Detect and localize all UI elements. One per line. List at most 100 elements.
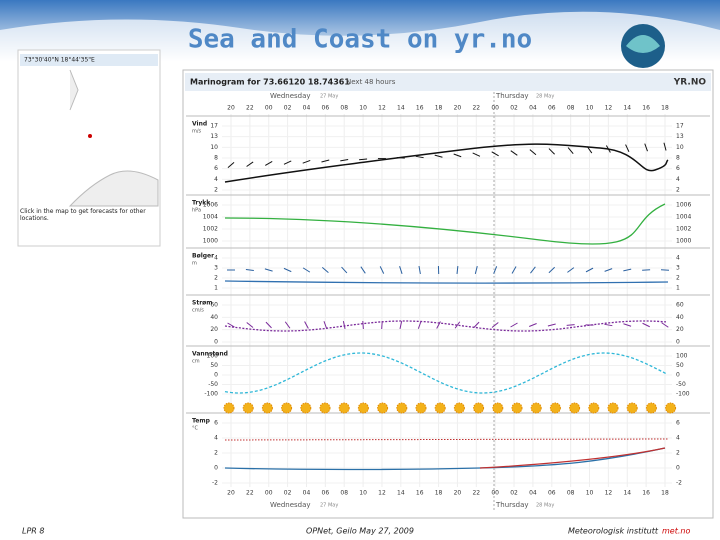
arrow [474, 265, 478, 275]
y-tick-label: 4 [214, 435, 218, 442]
y-tick-label: 1004 [676, 214, 691, 221]
hour-label: 22 [472, 105, 480, 112]
arrow [264, 268, 273, 272]
arrow [642, 322, 650, 328]
hour-label: 02 [510, 105, 518, 112]
y-tick-label: 40 [210, 314, 218, 321]
y-tick-label: -100 [204, 391, 218, 398]
y-tick-label: 40 [676, 314, 684, 321]
arrow [453, 153, 462, 158]
arrow [567, 267, 575, 273]
arrow [511, 266, 517, 274]
panel-label: Vind [192, 121, 207, 128]
y-tick-label: 0 [676, 339, 680, 346]
y-tick-label: 1002 [203, 226, 218, 233]
map-land [68, 69, 159, 207]
hour-label: 00 [491, 105, 499, 112]
y-tick-label: 1000 [203, 238, 218, 245]
arrow [604, 268, 613, 272]
hour-label: 10 [359, 490, 367, 497]
y-tick-label: 2 [214, 187, 218, 194]
sun-icon [511, 402, 523, 414]
y-tick-label: 0 [214, 339, 218, 346]
y-tick-label: 4 [676, 255, 680, 262]
arrow [283, 160, 292, 165]
sun-icon [281, 402, 293, 414]
sun-icon [319, 402, 331, 414]
arrow [663, 142, 667, 151]
hour-label: 12 [378, 105, 386, 112]
sun-icon [261, 402, 273, 414]
arrow [379, 266, 385, 274]
hour-label: 20 [227, 105, 235, 112]
hour-label: 08 [340, 105, 348, 112]
hour-label: 02 [510, 490, 518, 497]
arrow [246, 322, 254, 328]
marinogram [182, 69, 714, 519]
hour-label: 06 [322, 105, 330, 112]
y-tick-label: -50 [676, 381, 686, 388]
y-tick-label: 4 [676, 435, 680, 442]
location-dot [88, 134, 92, 138]
hour-label: 16 [416, 490, 424, 497]
y-tick-label: 2 [676, 450, 680, 457]
y-tick-label: 10 [210, 144, 218, 151]
arrow [491, 151, 499, 157]
arrow [529, 149, 537, 156]
hour-label: 08 [567, 490, 575, 497]
sun-icon [569, 402, 581, 414]
sun-icon [415, 402, 427, 414]
hour-label: 08 [340, 490, 348, 497]
y-tick-label: 1004 [203, 214, 218, 221]
arrow [623, 268, 632, 272]
sun-icon [242, 402, 254, 414]
arrow [359, 158, 368, 161]
day-date: 27 May [320, 503, 338, 509]
panel-label: Vannstand [192, 351, 228, 358]
arrow [604, 323, 613, 327]
arrow [399, 320, 403, 330]
day-label: Wednesday [270, 92, 311, 100]
arrow [567, 147, 574, 154]
arrow [340, 159, 349, 162]
hour-label: 22 [246, 105, 254, 112]
hour-label: 20 [227, 490, 235, 497]
logo-shape [626, 35, 660, 53]
sun-icon [453, 402, 465, 414]
arrow [566, 324, 575, 326]
panel-unit: m/s [192, 129, 202, 135]
panel-label: Bølger [192, 253, 214, 260]
panel-unit: °C [192, 426, 199, 432]
y-tick-label: 17 [676, 123, 684, 130]
footer-center: OPNet, Geilo May 27, 2009 [306, 527, 414, 536]
arrow [302, 267, 311, 273]
arrow [417, 321, 422, 329]
arrow [302, 159, 311, 164]
sun-icon [223, 402, 235, 414]
pressure-curve [224, 203, 666, 245]
water-curve [224, 352, 667, 394]
coord-bar [20, 54, 158, 66]
arrow [473, 321, 480, 329]
sun-icon [645, 402, 657, 414]
hour-label: 18 [661, 490, 669, 497]
y-tick-label: 6 [676, 165, 680, 172]
day-date: 28 May [536, 94, 554, 100]
y-tick-label: 1006 [676, 202, 691, 209]
hour-label: 14 [397, 490, 405, 497]
hour-label: 20 [454, 490, 462, 497]
hour-label: 12 [605, 105, 613, 112]
sun-icon [626, 402, 638, 414]
y-tick-label: 4 [676, 176, 680, 183]
arrow [625, 144, 630, 153]
arrow [418, 265, 421, 275]
y-tick-label: 6 [214, 165, 218, 172]
y-tick-label: 0 [214, 465, 218, 472]
hour-label: 18 [661, 105, 669, 112]
hour-label: 08 [567, 105, 575, 112]
hour-label: 02 [284, 105, 292, 112]
y-tick-label: 17 [210, 123, 218, 130]
arrow [245, 268, 254, 272]
panel-unit: hPa [192, 208, 201, 214]
y-tick-label: 4 [214, 255, 218, 262]
